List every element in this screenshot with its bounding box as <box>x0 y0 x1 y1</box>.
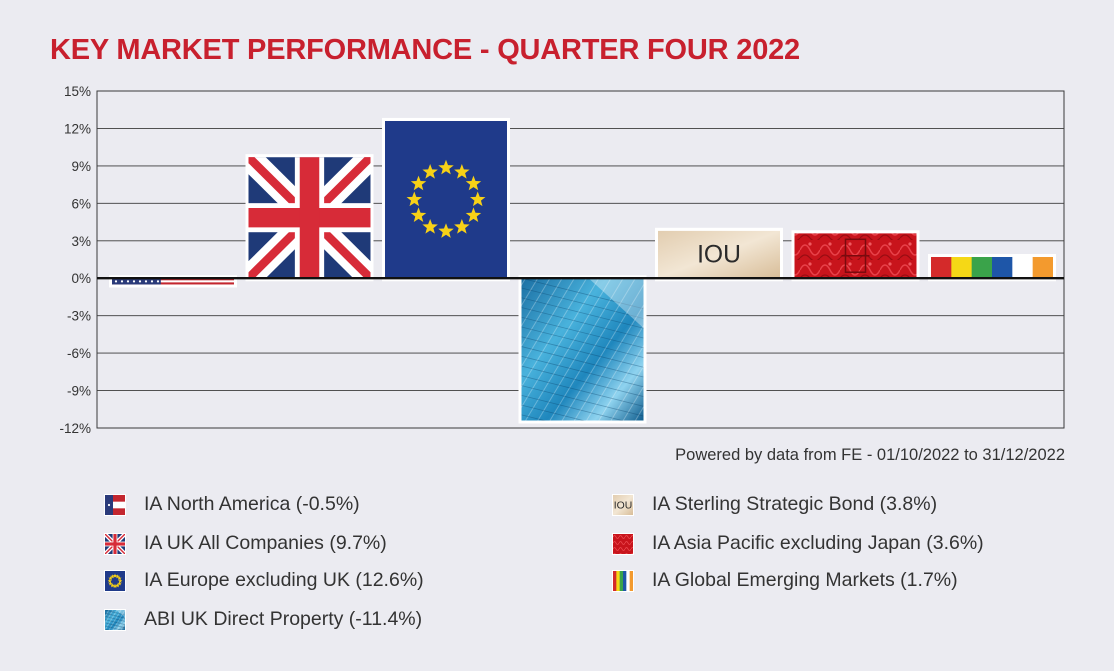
legend-item: IA Global Emerging Markets (1.7%) <box>612 569 958 592</box>
bar-label: IOU <box>614 500 632 511</box>
legend-label: IA Europe excluding UK (12.6%) <box>144 569 424 591</box>
legend-label: IA UK All Companies (9.7%) <box>144 532 387 554</box>
eu-flag-icon <box>104 569 126 592</box>
legend-item: IA North America (-0.5%) <box>104 493 360 516</box>
y-tick-label: -6% <box>67 346 91 361</box>
legend-label: IA Global Emerging Markets (1.7%) <box>652 569 958 591</box>
legend-label: ABI UK Direct Property (-11.4%) <box>144 608 423 630</box>
rainbow-stripes-icon <box>612 569 634 592</box>
y-tick-label: -12% <box>59 421 91 436</box>
bar-label: IOU <box>697 242 741 269</box>
bar-ia-global-emerging-markets <box>928 254 1056 282</box>
iou-note-icon: IOU <box>612 493 634 516</box>
y-tick-label: 12% <box>64 121 91 136</box>
y-tick-label: -3% <box>67 309 91 324</box>
y-tick-label: 3% <box>71 234 91 249</box>
glass-building-icon <box>104 608 126 631</box>
legend-item: IA Asia Pacific excluding Japan (3.6%) <box>612 532 984 555</box>
legend-item: ABI UK Direct Property (-11.4%) <box>104 608 422 631</box>
bar-ia-asia-pacific-excluding-japan <box>791 230 920 282</box>
y-tick-label: -9% <box>67 384 91 399</box>
legend-label: IA Sterling Strategic Bond (3.8%) <box>652 493 938 515</box>
legend-label: IA North America (-0.5%) <box>144 493 360 515</box>
legend-item: IA Europe excluding UK (12.6%) <box>104 569 424 592</box>
legend-label: IA Asia Pacific excluding Japan (3.6%) <box>652 532 984 554</box>
us-flag-icon <box>104 493 126 516</box>
y-tick-label: 9% <box>71 159 91 174</box>
bar-chart: 15% 12% 9% 6% 3% 0% -3% -6% -9% -12% IOU <box>59 84 1065 436</box>
source-note: Powered by data from FE - 01/10/2022 to … <box>675 446 1065 464</box>
red-pattern-icon <box>612 532 634 555</box>
y-tick-label: 15% <box>64 84 91 99</box>
legend-item: IA UK All Companies (9.7%) <box>104 532 387 555</box>
uk-flag-icon <box>104 532 126 555</box>
bar-ia-sterling-strategic-bond: IOU <box>655 227 783 282</box>
legend-item: IOU IA Sterling Strategic Bond (3.8%) <box>612 493 937 516</box>
bar-ia-europe-excluding-uk <box>382 117 510 282</box>
bar-abi-uk-direct-property <box>518 275 647 424</box>
y-tick-label: 0% <box>71 271 91 286</box>
y-tick-label: 6% <box>71 196 91 211</box>
chart-title: KEY MARKET PERFORMANCE - QUARTER FOUR 20… <box>50 34 800 66</box>
bar-ia-uk-all-companies <box>245 154 374 282</box>
